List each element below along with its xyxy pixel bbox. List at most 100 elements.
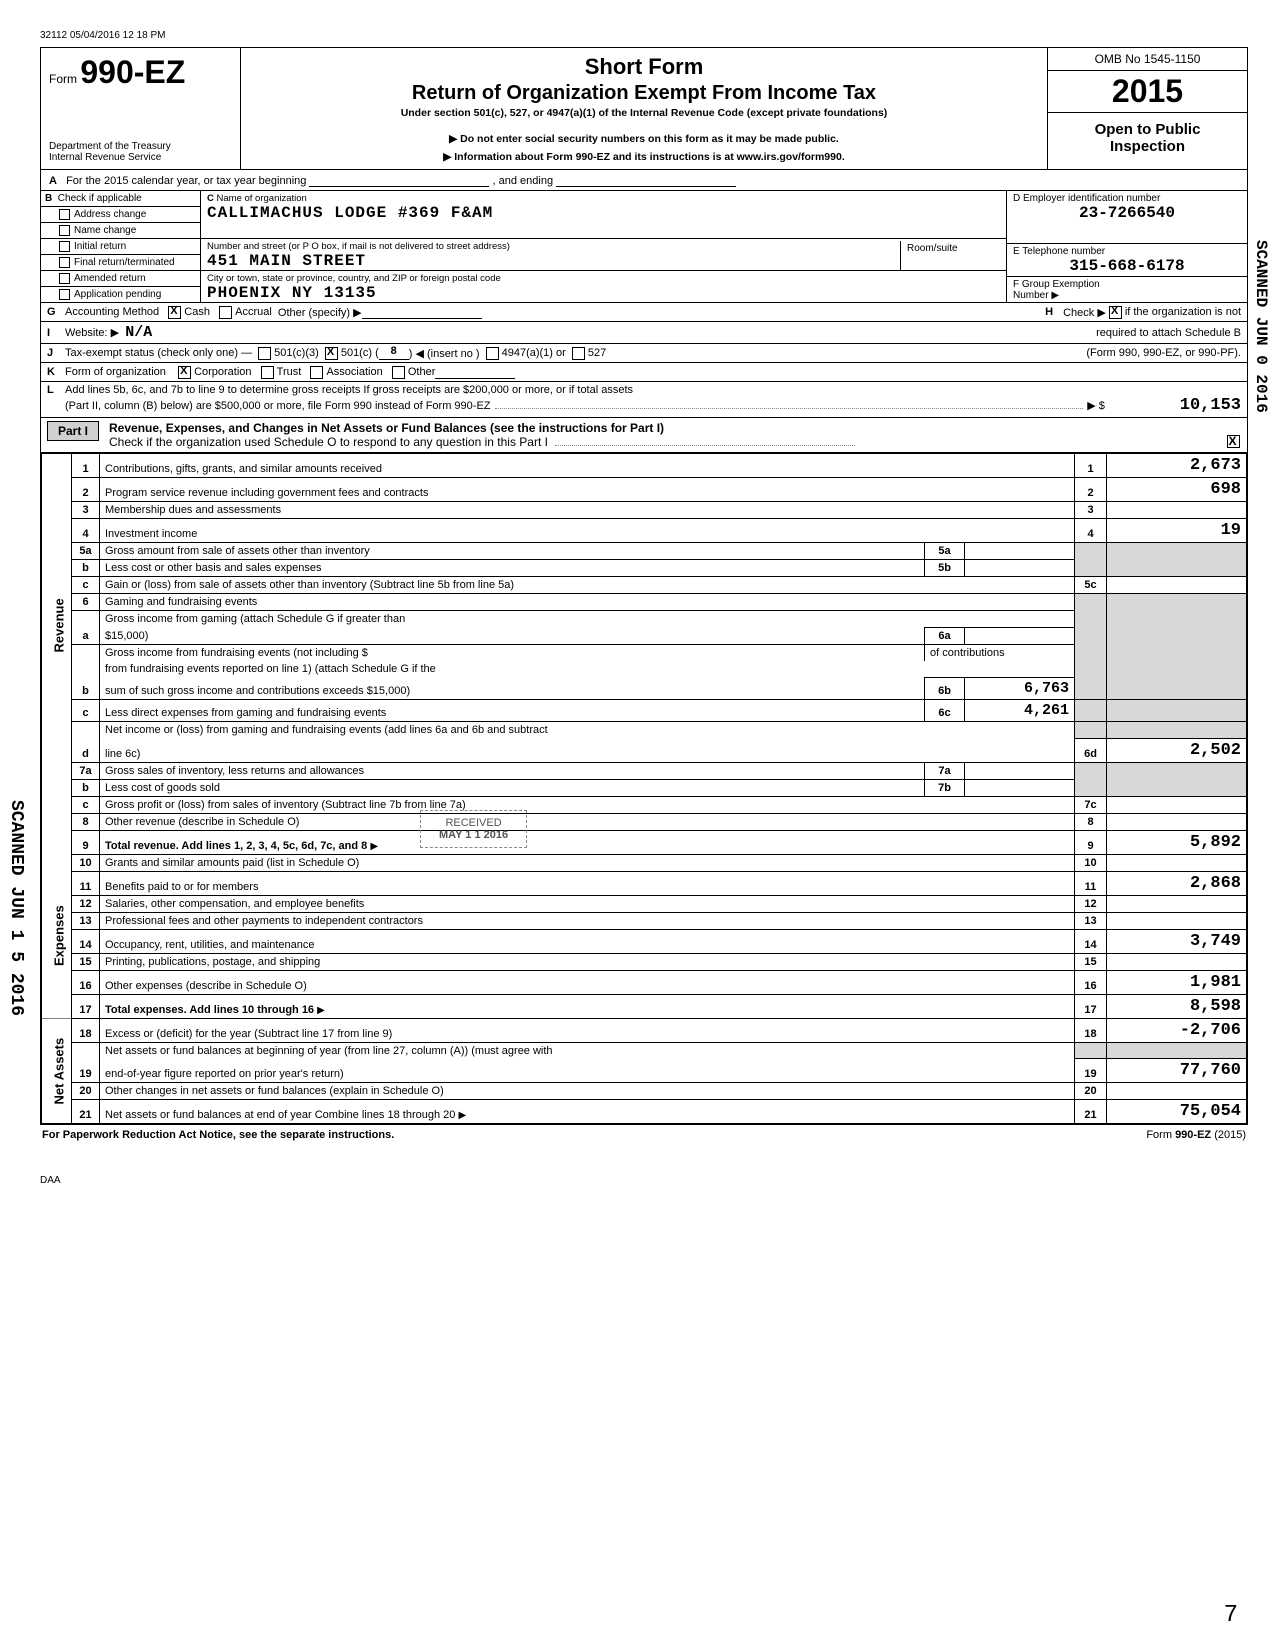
ln7a: 7a bbox=[72, 762, 100, 779]
rb16: 16 bbox=[1075, 970, 1107, 994]
rb5c: 5c bbox=[1075, 577, 1107, 594]
chk-schedule-o[interactable] bbox=[1227, 435, 1240, 448]
chk-address-change[interactable]: Address change bbox=[41, 207, 200, 223]
side-revenue: Revenue bbox=[42, 454, 72, 797]
chk-cash[interactable] bbox=[168, 306, 181, 319]
required-schedule-b: required to attach Schedule B bbox=[1096, 327, 1241, 339]
chk-initial-return[interactable]: Initial return bbox=[41, 239, 200, 255]
d7c-wrap: Gross profit or (loss) from sales of inv… bbox=[100, 796, 1075, 813]
v6d: 2,502 bbox=[1107, 738, 1247, 762]
d1: Contributions, gifts, grants, and simila… bbox=[100, 454, 1075, 478]
d9: Total revenue. Add lines 1, 2, 3, 4, 5c,… bbox=[100, 830, 1075, 854]
part1-title: Revenue, Expenses, and Changes in Net As… bbox=[109, 421, 664, 435]
chk-name-change[interactable]: Name change bbox=[41, 223, 200, 239]
chk-app-pending[interactable]: Application pending bbox=[41, 287, 200, 302]
chk-501c[interactable] bbox=[325, 347, 338, 360]
lbl-501c: 501(c) ( bbox=[341, 347, 379, 359]
v1: 2,673 bbox=[1107, 454, 1247, 478]
page-footer: For Paperwork Reduction Act Notice, see … bbox=[40, 1125, 1248, 1145]
iv7b bbox=[965, 779, 1075, 796]
part1-label: Part I bbox=[47, 421, 99, 441]
lbl-accrual: Accrual bbox=[235, 306, 272, 318]
year-end-blank[interactable] bbox=[556, 173, 736, 187]
v13 bbox=[1107, 912, 1247, 929]
ln9: 9 bbox=[72, 830, 100, 854]
ib5a: 5a bbox=[925, 543, 965, 560]
chk-trust[interactable] bbox=[261, 366, 274, 379]
d15: Printing, publications, postage, and shi… bbox=[100, 953, 1075, 970]
rb11: 11 bbox=[1075, 871, 1107, 895]
dept2: Internal Revenue Service bbox=[49, 152, 232, 163]
ln4: 4 bbox=[72, 519, 100, 543]
received-stamp: RECEIVED MAY 1 1 2016 bbox=[420, 810, 527, 848]
rb21: 21 bbox=[1075, 1100, 1107, 1124]
paperwork-notice: For Paperwork Reduction Act Notice, see … bbox=[42, 1129, 394, 1141]
v17: 8,598 bbox=[1107, 994, 1247, 1018]
lbl-name-change: Name change bbox=[74, 225, 136, 236]
ln7c: c bbox=[72, 796, 100, 813]
chk-final-return[interactable]: Final return/terminated bbox=[41, 255, 200, 271]
side-rev-cont bbox=[42, 796, 72, 854]
chk-other-org[interactable] bbox=[392, 366, 405, 379]
ein-value: 23-7266540 bbox=[1013, 204, 1241, 222]
form990-note: (Form 990, 990-EZ, or 990-PF). bbox=[1086, 347, 1241, 359]
rb8: 8 bbox=[1075, 813, 1107, 830]
top-code: 32112 05/04/2016 12 18 PM bbox=[40, 30, 1248, 41]
ln12: 12 bbox=[72, 895, 100, 912]
ln17: 17 bbox=[72, 994, 100, 1018]
gross-receipts: 10,153 bbox=[1111, 396, 1241, 415]
d3: Membership dues and assessments bbox=[100, 502, 1075, 519]
year-begin-blank[interactable] bbox=[309, 173, 489, 187]
501c-number[interactable]: 8 bbox=[379, 346, 409, 360]
chk-527[interactable] bbox=[572, 347, 585, 360]
letter-g: G bbox=[47, 306, 65, 318]
shade6dv bbox=[1107, 722, 1247, 739]
v8 bbox=[1107, 813, 1247, 830]
d7a: Gross sales of inventory, less returns a… bbox=[100, 762, 925, 779]
rb7c: 7c bbox=[1075, 796, 1107, 813]
rb1: 1 bbox=[1075, 454, 1107, 478]
name-label: Name of organization bbox=[217, 193, 307, 204]
tax-year: 2015 bbox=[1048, 71, 1247, 113]
dept1: Department of the Treasury bbox=[49, 141, 232, 152]
row-l-text1: Add lines 5b, 6c, and 7b to line 9 to de… bbox=[65, 384, 633, 396]
chk-h[interactable] bbox=[1109, 306, 1122, 319]
ln18: 18 bbox=[72, 1018, 100, 1042]
city-label: City or town, state or province, country… bbox=[207, 273, 1000, 284]
chk-amended[interactable]: Amended return bbox=[41, 271, 200, 287]
group-exemption-label: F Group Exemption bbox=[1013, 279, 1241, 290]
chk-accrual[interactable] bbox=[219, 306, 232, 319]
chk-association[interactable] bbox=[310, 366, 323, 379]
ln11: 11 bbox=[72, 871, 100, 895]
row-a-text: For the 2015 calendar year, or tax year … bbox=[66, 175, 306, 187]
shade7v bbox=[1107, 762, 1247, 796]
ln5b: b bbox=[72, 560, 100, 577]
chk-corporation[interactable] bbox=[178, 366, 191, 379]
v7c bbox=[1107, 796, 1247, 813]
d9b: Total revenue. Add lines 1, 2, 3, 4, 5c,… bbox=[105, 840, 367, 852]
iv6a bbox=[965, 628, 1075, 645]
chk-501c3[interactable] bbox=[258, 347, 271, 360]
d20: Other changes in net assets or fund bala… bbox=[100, 1083, 1075, 1100]
other-specify-blank[interactable] bbox=[362, 305, 482, 319]
v21: 75,054 bbox=[1107, 1100, 1247, 1124]
d5c: Gain or (loss) from sale of assets other… bbox=[100, 577, 1075, 594]
row-j: J Tax-exempt status (check only one) — 5… bbox=[41, 344, 1247, 363]
shade5 bbox=[1075, 543, 1107, 577]
ib7b: 7b bbox=[925, 779, 965, 796]
shade6cv bbox=[1107, 700, 1247, 722]
other-org-blank[interactable] bbox=[435, 365, 515, 379]
d13: Professional fees and other payments to … bbox=[100, 912, 1075, 929]
form-of-org-label: Form of organization bbox=[65, 366, 166, 378]
form-header: Form 990-EZ Department of the Treasury I… bbox=[41, 48, 1247, 170]
shade5v bbox=[1107, 543, 1247, 577]
v20 bbox=[1107, 1083, 1247, 1100]
d6c: Less direct expenses from gaming and fun… bbox=[100, 700, 925, 722]
rb4: 4 bbox=[1075, 519, 1107, 543]
ln13: 13 bbox=[72, 912, 100, 929]
lbl-association: Association bbox=[326, 366, 382, 378]
lbl-amended: Amended return bbox=[74, 273, 146, 284]
chk-4947[interactable] bbox=[486, 347, 499, 360]
v18: -2,706 bbox=[1107, 1018, 1247, 1042]
v16: 1,981 bbox=[1107, 970, 1247, 994]
